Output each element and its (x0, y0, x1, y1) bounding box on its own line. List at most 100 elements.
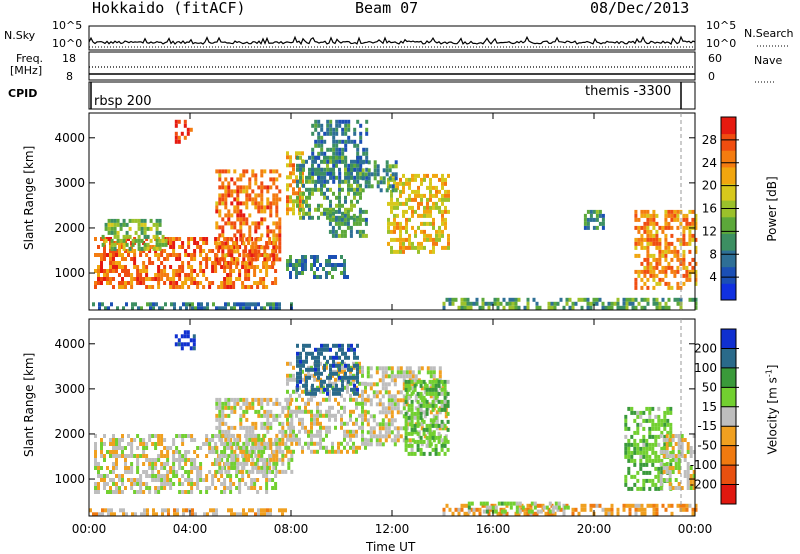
velocity-cell (443, 403, 447, 408)
power-cell (347, 123, 351, 128)
velocity-cell (269, 441, 273, 446)
power-cell (193, 241, 197, 245)
velocity-cell (353, 347, 356, 352)
velocity-cell (660, 418, 664, 423)
velocity-cell (378, 442, 382, 447)
power-cell (323, 171, 326, 176)
power-cell (349, 233, 353, 238)
velocity-cell (208, 446, 212, 450)
velocity-cell (238, 478, 242, 482)
power-cell (679, 221, 683, 226)
power-cell (320, 127, 324, 132)
velocity-cell (139, 442, 143, 446)
velocity-cell (215, 449, 219, 454)
velocity-cell (410, 423, 414, 428)
velocity-cell (115, 490, 118, 494)
power-cell (151, 277, 155, 281)
velocity-cell (301, 421, 304, 426)
velocity-cell (296, 359, 299, 364)
velocity-cell (434, 391, 438, 396)
velocity-cell (677, 482, 681, 486)
velocity-xtick-label: 00:00 (678, 522, 713, 536)
power-cell (637, 225, 641, 230)
power-cell (232, 281, 236, 285)
velocity-cell (205, 474, 209, 478)
power-cell (179, 306, 182, 311)
velocity-cell (431, 379, 435, 384)
power-cell (649, 273, 653, 278)
power-cell (260, 205, 264, 210)
velocity-cell (121, 446, 124, 450)
velocity-cell (187, 490, 191, 494)
velocity-cell (469, 507, 473, 512)
power-cell (154, 253, 158, 257)
power-cell (347, 207, 350, 212)
power-cell (691, 217, 695, 222)
velocity-cell (671, 446, 675, 450)
power-cell (254, 225, 258, 230)
velocity-cell (366, 410, 370, 415)
power-cell (487, 305, 491, 310)
velocity-cell (668, 478, 672, 482)
power-cell (344, 195, 347, 200)
velocity-cell (414, 430, 418, 435)
velocity-cell (482, 509, 486, 514)
velocity-cell (244, 454, 248, 458)
velocity-cell (317, 355, 320, 360)
power-cell (205, 277, 209, 281)
velocity-cell (160, 478, 164, 482)
power-cell (329, 155, 332, 160)
velocity-cell (221, 417, 225, 422)
power-cell (301, 263, 304, 267)
velocity-cell (275, 437, 279, 442)
power-cell (359, 187, 362, 192)
power-cell (289, 155, 292, 160)
velocity-cell (139, 474, 143, 478)
velocity-cell (414, 394, 418, 399)
velocity-cell (281, 469, 285, 474)
velocity-cell (223, 478, 227, 482)
power-cell (438, 233, 441, 238)
velocity-cell (196, 466, 200, 470)
power-cell (646, 285, 650, 290)
velocity-cell (169, 478, 173, 482)
velocity-cell (211, 462, 215, 466)
velocity-cell (265, 490, 269, 494)
power-cell (317, 215, 320, 220)
power-cell (190, 237, 194, 241)
velocity-cell (269, 413, 273, 418)
power-cell (353, 143, 357, 148)
power-cell (301, 175, 304, 180)
velocity-cell (134, 512, 137, 517)
power-cell (125, 234, 129, 239)
velocity-cell (358, 401, 361, 406)
velocity-cell (352, 421, 355, 426)
velocity-cell (317, 387, 320, 392)
power-cell (328, 213, 332, 218)
power-cell (589, 217, 593, 222)
velocity-cell (218, 417, 222, 422)
velocity-cell (151, 434, 155, 438)
power-cell (229, 285, 233, 289)
power-cell (289, 183, 292, 188)
velocity-cell (320, 379, 323, 384)
velocity-cell (296, 343, 299, 348)
velocity-cell (236, 401, 240, 406)
power-cell (308, 179, 311, 184)
power-cell (229, 277, 233, 281)
power-cell (313, 275, 316, 279)
power-cell (316, 259, 319, 263)
velocity-ytick-label: 2000 (54, 427, 85, 441)
power-cell (580, 305, 584, 310)
velocity-cell (358, 445, 361, 450)
power-cell (329, 199, 332, 204)
power-cell (227, 217, 231, 222)
power-cell (646, 269, 650, 274)
velocity-cell (639, 414, 643, 419)
velocity-cell (692, 470, 696, 474)
power-cell (634, 241, 638, 246)
power-cell (245, 217, 249, 222)
velocity-cell (624, 426, 628, 431)
velocity-cell (503, 509, 507, 514)
power-cell (329, 119, 333, 124)
